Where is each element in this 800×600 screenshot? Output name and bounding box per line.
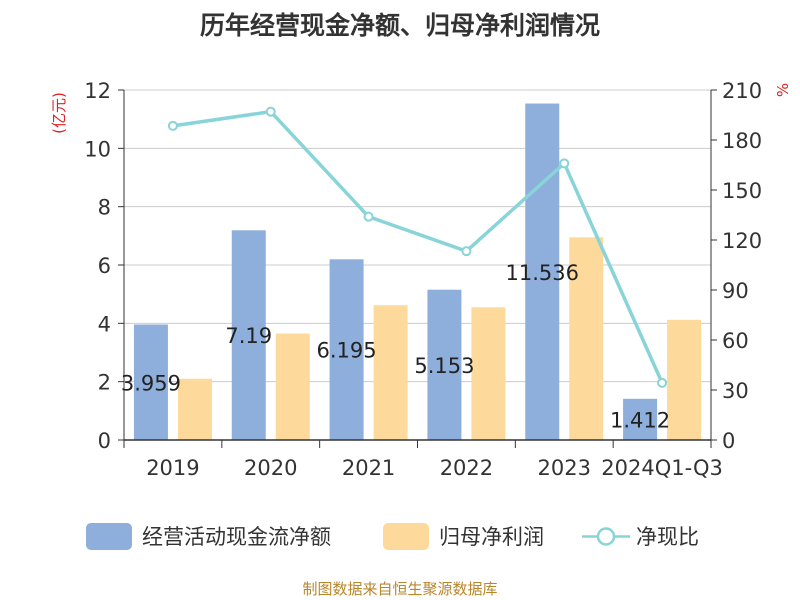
legend-label-ratio: 净现比: [636, 525, 699, 549]
y-left-tick-label: 10: [84, 137, 111, 161]
data-label-cashflow: 7.19: [225, 324, 272, 348]
bar-net-profit: [569, 237, 604, 440]
ratio-line: [172, 109, 664, 384]
legend-item-net-profit[interactable]: 归母净利润: [383, 516, 544, 556]
y-left-axis-label: (亿元): [50, 92, 68, 134]
x-tick-label: 2021: [342, 456, 395, 480]
legend-label-net-profit: 归母净利润: [439, 525, 544, 549]
line-series: [167, 106, 668, 388]
y-right-tick-label: 0: [722, 429, 735, 453]
ratio-point: [559, 158, 570, 169]
y-right-tick-label: 30: [722, 379, 749, 403]
ratio-point: [167, 120, 178, 131]
ratio-point: [657, 377, 668, 388]
bar-cashflow: [231, 230, 266, 440]
x-tick-label: 2023: [538, 456, 591, 480]
y-right-tick-label: 90: [722, 279, 749, 303]
bar-cashflow: [427, 289, 462, 440]
x-tick-label: 2022: [440, 456, 493, 480]
bar-net-profit: [471, 307, 506, 440]
chart-title: 历年经营现金净额、归母净利润情况: [199, 11, 600, 40]
y-right-tick-label: 210: [722, 79, 762, 103]
y-left-tick-label: 2: [98, 371, 111, 395]
y-left-tick-label: 12: [84, 79, 111, 103]
x-tick-label: 2024Q1-Q3: [601, 456, 723, 480]
legend-item-ratio[interactable]: 净现比: [582, 516, 699, 556]
bar-net-profit: [373, 305, 408, 440]
grid-lines: [124, 89, 711, 383]
bar-net-profit: [275, 333, 310, 440]
data-label-cashflow: 5.153: [414, 354, 474, 378]
source-note: 制图数据来自恒生聚源数据库: [302, 580, 498, 598]
y-left-tick-label: 6: [98, 254, 111, 278]
legend-swatch-cashflow: [86, 522, 132, 550]
y-right-tick-label: 150: [722, 179, 762, 203]
y-right-tick-label: 180: [722, 129, 762, 153]
data-labels: 3.959 7.19 6.195 5.153 11.536 1.412: [121, 261, 670, 433]
bar-cashflow: [329, 259, 364, 440]
x-tick-label: 2020: [244, 456, 297, 480]
data-label-cashflow: 3.959: [121, 371, 181, 395]
x-tick-label: 2019: [146, 456, 199, 480]
ratio-point: [461, 246, 472, 257]
bar-series: [133, 103, 702, 441]
bar-cashflow: [133, 324, 168, 440]
bar-net-profit: [667, 319, 702, 440]
data-label-cashflow: 1.412: [610, 408, 670, 432]
legend-swatch-ratio: [582, 526, 630, 546]
y-right-axis-label: %: [774, 83, 792, 97]
ratio-point: [363, 211, 374, 222]
data-label-cashflow: 11.536: [506, 261, 579, 285]
y-left-tick-label: 4: [98, 312, 111, 336]
legend-item-cashflow[interactable]: 经营活动现金流净额: [86, 516, 331, 556]
legend: 经营活动现金流净额 归母净利润 净现比: [0, 516, 800, 556]
bar-net-profit: [177, 378, 212, 440]
bar-cashflow: [623, 398, 658, 440]
y-right-tick-label: 60: [722, 329, 749, 353]
y-right-tick-label: 120: [722, 229, 762, 253]
y-left-tick-label: 0: [98, 429, 111, 453]
legend-swatch-net-profit: [383, 522, 429, 550]
bar-cashflow: [525, 103, 560, 441]
ratio-point: [265, 106, 276, 117]
data-label-cashflow: 6.195: [317, 339, 377, 363]
y-left-tick-label: 8: [98, 196, 111, 220]
legend-label-cashflow: 经营活动现金流净额: [142, 525, 331, 549]
